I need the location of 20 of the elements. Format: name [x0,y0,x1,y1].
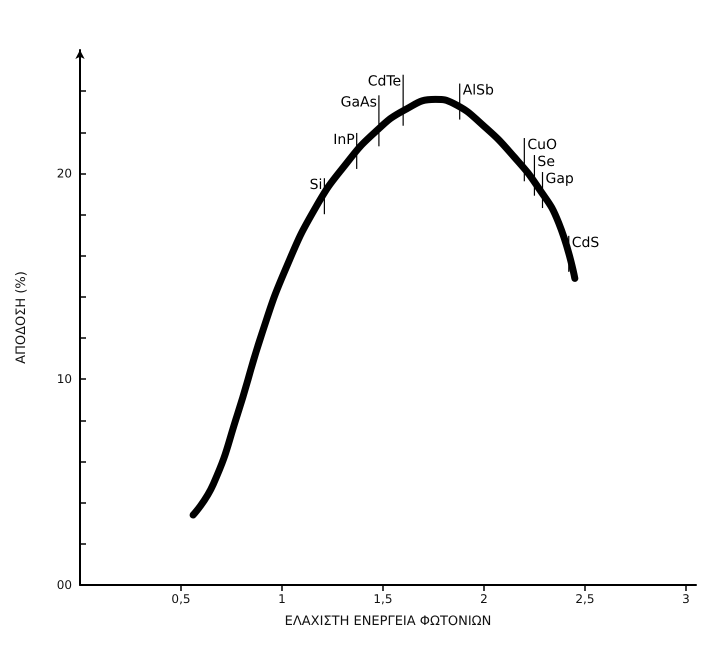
annotation: InP [333,132,355,148]
annotation: AlSb [462,82,494,99]
y-tick-label: 10 [56,372,72,386]
x-axis-title: ΕΛΑΧΙΣΤΗ ΕΝΕΡΓΕΙΑ ΦΩΤΟΝΙΩΝ [284,614,492,629]
y-axis-title: ΑΠΟΔΟΣΗ (%) [14,271,29,364]
annotation: Gap [546,171,574,188]
x-tick-label: 0,5 [171,592,191,606]
annotation: Si [310,177,322,194]
x-tick-label: 3 [682,592,690,606]
x-tick-label: 1 [278,592,286,606]
annotation: GaAs [340,94,377,110]
annotation: CdS [572,234,600,251]
annotation: CuO [527,137,557,154]
x-tick-label: 2,5 [575,592,594,606]
y-tick-label: 00 [56,578,72,592]
x-tick-label: 2 [480,592,488,606]
annotation: CdTe [368,74,402,90]
y-tick-label: 20 [56,166,72,180]
x-tick-label: 1,5 [373,592,392,606]
annotation: Se [537,154,555,170]
